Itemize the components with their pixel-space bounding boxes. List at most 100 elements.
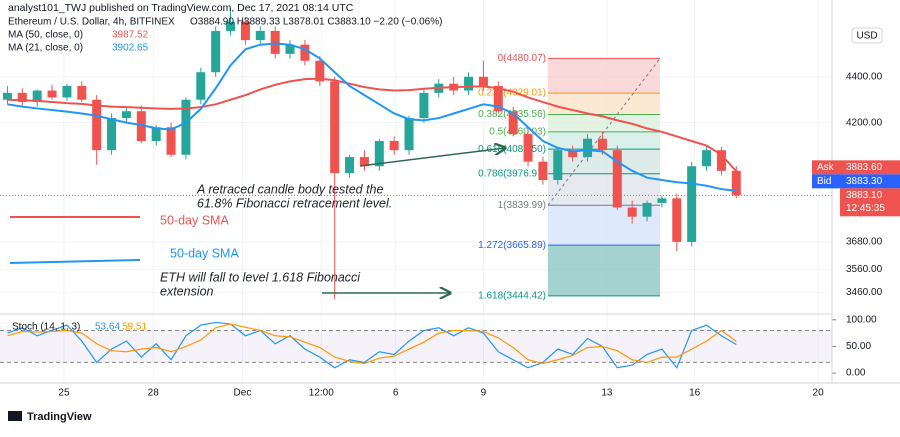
badge-value: 3883.30 <box>846 176 883 187</box>
candle-body <box>17 92 27 103</box>
candle-body <box>300 44 310 61</box>
fib-band <box>548 93 660 115</box>
y-tick-label: 4200.00 <box>846 117 883 128</box>
candle-body <box>62 85 72 98</box>
candle-body <box>47 90 57 98</box>
ma50-legend: MA (50, close, 0) <box>8 30 83 41</box>
candle-body <box>121 111 131 119</box>
y-tick-label: 50.00 <box>846 341 871 352</box>
x-tick-label: 12:00 <box>309 388 334 399</box>
logo <box>8 411 22 421</box>
candle-body <box>151 127 161 142</box>
candle-body <box>136 111 146 142</box>
ma21-legend: MA (21, close, 0) <box>8 43 83 54</box>
candle-body <box>211 30 221 73</box>
line-series <box>7 77 738 173</box>
stoch-k-value: 53.64 <box>95 322 120 333</box>
ohlc: O3884.90 H3889.33 L3878.01 C3883.10 −2.2… <box>190 17 442 28</box>
currency-badge[interactable] <box>851 27 883 44</box>
candle-body <box>672 198 682 242</box>
x-tick-label: 25 <box>58 388 70 399</box>
fib-band <box>548 205 660 246</box>
line-series <box>7 321 737 369</box>
x-tick-label: 6 <box>393 388 399 399</box>
arrow <box>359 148 505 167</box>
candle-body <box>553 150 563 180</box>
annotation: ETH will fall to level 1.618 Fibonacci <box>160 270 361 284</box>
candle-body <box>92 99 102 151</box>
countdown: 12:45:35 <box>846 203 885 214</box>
y-tick-label: 3560.00 <box>846 264 883 275</box>
candle-body <box>612 150 622 208</box>
overlay: 4400.00 4200.00 3680.00 3560.00 3460.00 25 28 D… <box>58 71 900 399</box>
candle-body <box>731 170 741 196</box>
candle-body <box>181 99 191 155</box>
candle-body <box>270 30 280 54</box>
y-tick-label: 4400.00 <box>846 71 883 82</box>
fib-label: 0.236(4329.01) <box>478 88 546 99</box>
candle-body <box>374 141 384 167</box>
candle-body <box>627 207 637 217</box>
fib-band <box>548 173 660 206</box>
ma21-value: 3902.65 <box>112 43 149 54</box>
candle-body <box>687 166 697 242</box>
currency: USD <box>856 31 877 42</box>
candle-body <box>538 161 548 180</box>
candle-body <box>583 138 593 158</box>
candle-body <box>345 157 355 174</box>
candle-body <box>166 127 176 155</box>
candle-body <box>2 92 12 100</box>
price-badge <box>812 174 900 189</box>
fib-band <box>548 58 660 94</box>
annotation: 50-day SMA <box>170 246 239 260</box>
annotation: A retraced candle body tested the <box>196 182 384 196</box>
y-tick-label: 0.00 <box>846 368 866 379</box>
candle-body <box>196 72 206 100</box>
fib-label: 0.786(3976.97) <box>478 168 546 179</box>
fib-label: 0(4480.07) <box>498 53 546 64</box>
fib-label: 0.618(4084.50) <box>478 144 546 155</box>
candle-body <box>285 44 295 54</box>
x-tick-label: 16 <box>689 388 701 399</box>
candle-body <box>493 85 503 112</box>
fib-band <box>548 114 660 132</box>
candle-body <box>657 198 667 203</box>
candle-body <box>568 150 578 158</box>
candle-body <box>32 90 42 103</box>
candle-body <box>404 118 414 151</box>
candle-body <box>77 85 87 100</box>
fib-trend <box>547 58 661 206</box>
fib-band <box>548 245 660 296</box>
x-tick-label: 13 <box>601 388 613 399</box>
plot: 0(4480.07)0.236(4329.01)0.382(4235.56)0.… <box>0 0 836 383</box>
candle-body <box>240 21 250 41</box>
fib-label: 1.272(3665.89) <box>478 240 546 251</box>
annotation: 61.8% Fibonacci retracement level. <box>197 196 392 210</box>
legend-line <box>9 259 141 264</box>
y-tick-label: 3460.00 <box>846 287 883 298</box>
stoch-d-value: 59.51 <box>122 322 147 333</box>
candle-body <box>508 111 518 135</box>
ma50-value: 3987.52 <box>112 30 149 41</box>
price-badge <box>812 160 900 175</box>
annotation: 50-day SMA <box>160 213 229 227</box>
x-tick-label: Dec <box>234 388 252 399</box>
candle-body <box>597 138 607 151</box>
last-price-badge <box>840 188 900 217</box>
badge-label: Ask <box>817 162 835 173</box>
candle-body <box>419 92 429 119</box>
brand: TradingView <box>27 411 92 423</box>
line-series <box>7 42 737 192</box>
candle-body <box>523 134 533 162</box>
y-tick-label: 3680.00 <box>846 237 883 248</box>
candle-body <box>359 157 369 167</box>
badge-label: Bid <box>817 176 831 187</box>
x-tick-label: 9 <box>481 388 487 399</box>
candle-body <box>642 202 652 217</box>
fib-label: 1(3839.99) <box>498 200 546 211</box>
fib-label: 1.618(3444.42) <box>478 291 546 302</box>
symbol-title: Ethereum / U.S. Dollar, 4h, BITFINEX <box>8 17 175 28</box>
candle-body <box>330 81 340 174</box>
candle-body <box>255 30 265 41</box>
